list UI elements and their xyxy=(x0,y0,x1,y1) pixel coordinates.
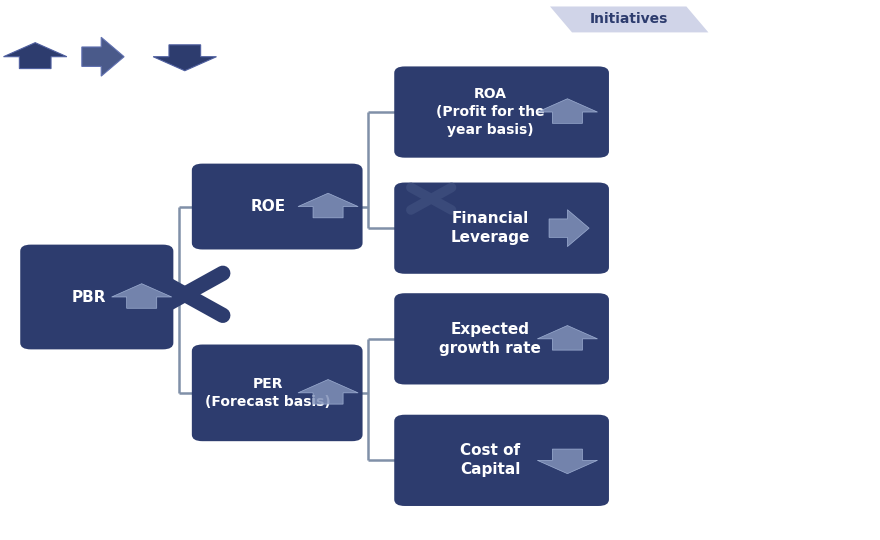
Text: Expected
growth rate: Expected growth rate xyxy=(439,322,541,356)
Text: Financial
Leverage: Financial Leverage xyxy=(451,211,530,245)
Polygon shape xyxy=(153,45,216,71)
Polygon shape xyxy=(549,210,590,247)
Polygon shape xyxy=(298,193,358,218)
FancyBboxPatch shape xyxy=(20,245,173,349)
Text: PER
(Forecast basis): PER (Forecast basis) xyxy=(205,377,331,409)
Polygon shape xyxy=(298,380,358,404)
FancyBboxPatch shape xyxy=(394,293,609,384)
Polygon shape xyxy=(538,326,598,350)
Polygon shape xyxy=(112,284,172,308)
FancyBboxPatch shape xyxy=(394,183,609,274)
Text: Cost of
Capital: Cost of Capital xyxy=(459,443,520,477)
Polygon shape xyxy=(550,6,708,32)
FancyBboxPatch shape xyxy=(192,164,363,249)
Polygon shape xyxy=(4,43,67,69)
Text: ROE: ROE xyxy=(251,199,286,214)
FancyBboxPatch shape xyxy=(394,415,609,506)
FancyBboxPatch shape xyxy=(394,66,609,158)
Text: PBR: PBR xyxy=(71,289,106,305)
Text: Initiatives: Initiatives xyxy=(590,12,669,26)
Polygon shape xyxy=(538,99,598,123)
FancyBboxPatch shape xyxy=(192,345,363,441)
Polygon shape xyxy=(82,37,124,76)
Polygon shape xyxy=(538,449,598,474)
Text: ROA
(Profit for the
year basis): ROA (Profit for the year basis) xyxy=(436,87,545,137)
